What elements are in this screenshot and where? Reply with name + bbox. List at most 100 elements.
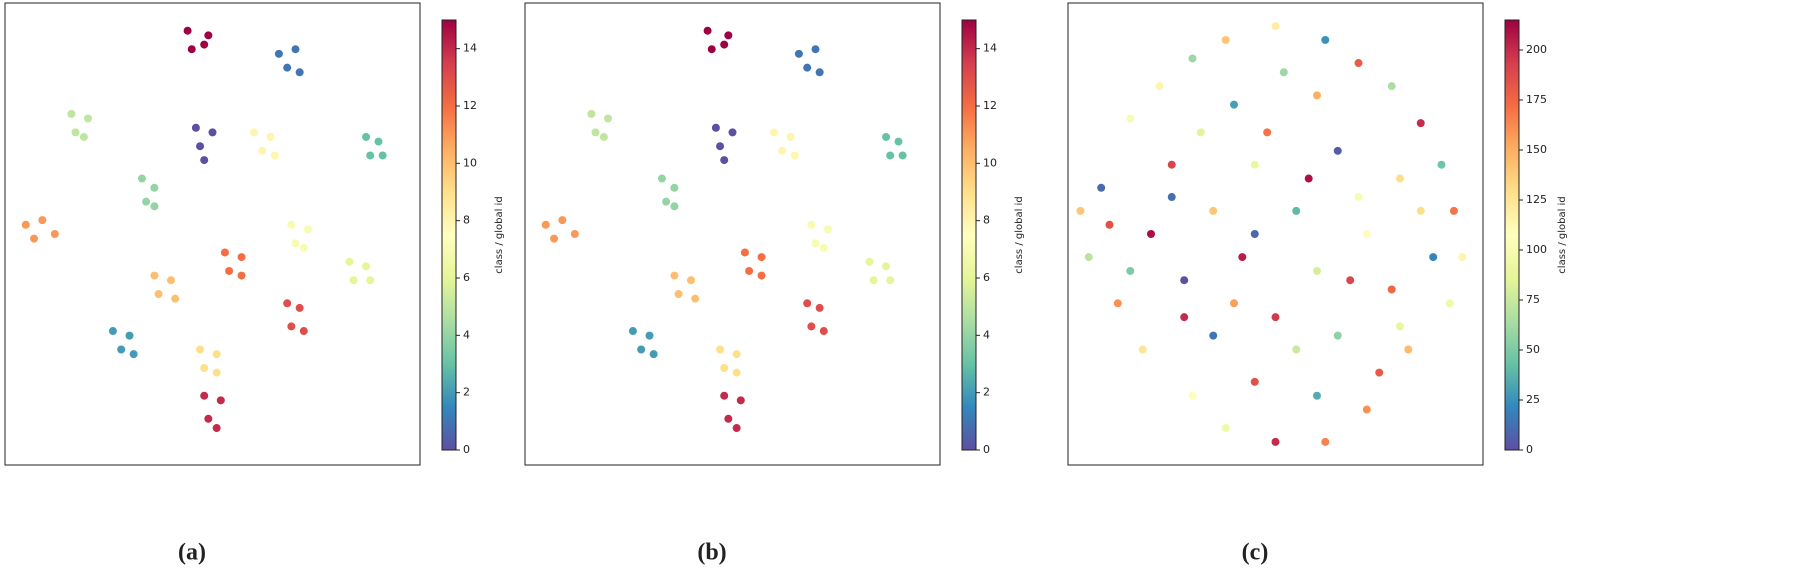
point [283, 299, 292, 308]
point [882, 262, 891, 271]
colorbar-tick-label: 12 [983, 99, 997, 112]
point [183, 26, 192, 35]
point [815, 303, 824, 312]
point [200, 363, 209, 372]
point [790, 151, 799, 160]
point [1238, 253, 1247, 262]
point [819, 327, 828, 336]
point [154, 290, 163, 299]
point [657, 174, 666, 183]
plot-frame [524, 2, 941, 466]
point [1209, 331, 1218, 340]
point [691, 294, 700, 303]
point [649, 350, 658, 359]
point [1147, 230, 1155, 238]
point [869, 276, 878, 285]
point [1188, 54, 1197, 63]
colorbar [961, 19, 977, 451]
point [108, 327, 117, 336]
point [1155, 82, 1164, 91]
point [378, 151, 387, 160]
point [1396, 322, 1404, 331]
point [1180, 313, 1189, 322]
point [803, 299, 812, 308]
point [823, 225, 832, 234]
colorbar-label: class / global id [1014, 196, 1025, 273]
colorbar-tick-label: 6 [463, 271, 470, 284]
point [1084, 253, 1093, 262]
point [770, 128, 778, 137]
point [1404, 345, 1413, 354]
point [724, 414, 733, 423]
point [716, 142, 725, 151]
point [604, 114, 612, 123]
point [778, 146, 787, 155]
point [345, 257, 354, 266]
point [819, 243, 828, 252]
point [570, 230, 579, 238]
point [295, 68, 304, 77]
point [200, 40, 209, 49]
point [200, 156, 209, 165]
point [291, 239, 300, 248]
point [150, 183, 159, 192]
point [1292, 206, 1301, 215]
point [811, 45, 820, 54]
point [1250, 230, 1259, 238]
colorbar-tick-label: 150 [1526, 143, 1547, 156]
point [171, 294, 180, 303]
point [366, 276, 375, 285]
point [703, 26, 712, 35]
point [287, 322, 296, 331]
point [1362, 230, 1371, 238]
point [237, 253, 246, 262]
point [1321, 35, 1330, 44]
point [587, 109, 596, 118]
point [220, 248, 229, 257]
point [732, 424, 741, 433]
point [1387, 285, 1396, 294]
point [167, 276, 175, 285]
point [1105, 220, 1114, 229]
colorbar-tick-label: 125 [1526, 193, 1547, 206]
point [362, 262, 371, 271]
point [716, 345, 725, 354]
colorbar-tick-label: 14 [983, 42, 997, 55]
point [287, 220, 296, 229]
point [599, 132, 608, 141]
point [724, 31, 733, 40]
point [50, 230, 59, 238]
colorbar-label: class / global id [494, 196, 505, 273]
point [258, 146, 267, 155]
point [740, 248, 749, 257]
point [803, 63, 812, 72]
colorbar-tick-label: 8 [983, 214, 990, 227]
point [550, 234, 559, 243]
point [117, 345, 126, 354]
point [662, 197, 671, 206]
point [237, 271, 246, 280]
point [1076, 206, 1085, 215]
point [374, 137, 383, 146]
point [558, 216, 567, 225]
point [894, 137, 903, 146]
point [591, 128, 600, 137]
point [299, 243, 308, 252]
point [1250, 160, 1259, 169]
point [1230, 299, 1238, 308]
colorbar-tick-label: 2 [983, 386, 990, 399]
point [129, 350, 138, 359]
point [720, 156, 729, 165]
point [21, 220, 30, 229]
point [1458, 253, 1467, 262]
point [757, 253, 766, 262]
point [208, 128, 217, 137]
point [366, 151, 375, 160]
point [1196, 128, 1205, 137]
point [786, 132, 795, 141]
point [670, 202, 679, 211]
point [1138, 345, 1147, 354]
point [1180, 276, 1189, 285]
point [1362, 405, 1371, 414]
point [1449, 206, 1458, 215]
